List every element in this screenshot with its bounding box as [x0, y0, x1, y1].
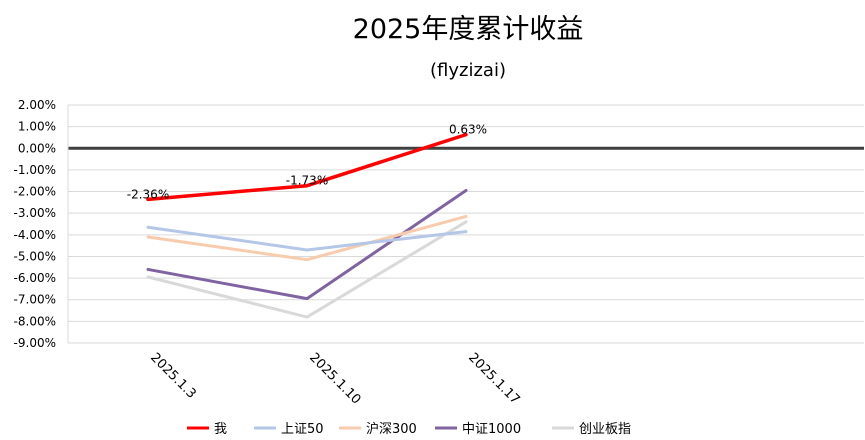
- y-tick-label: -6.00%: [14, 271, 56, 285]
- legend-label-0: 我: [214, 422, 227, 437]
- chart-title: 2025年度累计收益: [353, 14, 584, 45]
- y-tick-label: -2.00%: [14, 185, 56, 199]
- x-axis-ticks: 2025.1.3 2025.1.10 2025.1.17: [147, 350, 522, 407]
- x-tick-label: 2025.1.10: [306, 350, 363, 407]
- data-label: 0.63%: [449, 123, 487, 137]
- y-axis-ticks: 2.00% 1.00% 0.00% -1.00% -2.00% -3.00% -4.00% -…: [14, 98, 56, 350]
- legend-label-3: 中证1000: [462, 422, 521, 437]
- y-tick-label: -7.00%: [14, 293, 56, 307]
- data-label: -1.73%: [286, 174, 328, 188]
- legend: 我 上证50 沪深300 中证1000 创业板指: [187, 421, 631, 437]
- x-tick-label: 2025.1.17: [465, 350, 522, 407]
- series-line-3: [146, 188, 468, 301]
- y-tick-label: 2.00%: [18, 98, 56, 112]
- data-labels: -2.36% -1.73% 0.63%: [127, 123, 487, 202]
- series-lines: [146, 132, 468, 319]
- legend-label-1: 上证50: [281, 422, 324, 437]
- y-tick-label: -9.00%: [14, 336, 56, 350]
- series-line-1: [146, 225, 468, 252]
- legend-label-4: 创业板指: [579, 422, 631, 437]
- data-label: -2.36%: [127, 187, 169, 201]
- x-tick-label: 2025.1.3: [147, 350, 199, 402]
- series-line-0: [146, 132, 468, 202]
- y-tick-label: 1.00%: [18, 120, 56, 134]
- y-tick-label: -1.00%: [14, 163, 56, 177]
- chart-subtitle: (flyzizai): [430, 60, 506, 81]
- y-tick-label: 0.00%: [18, 141, 56, 155]
- y-tick-label: -5.00%: [14, 249, 56, 263]
- y-tick-label: -8.00%: [14, 314, 56, 328]
- y-tick-label: -4.00%: [14, 228, 56, 242]
- series-line-4: [146, 220, 468, 319]
- grid: [67, 104, 864, 344]
- legend-label-2: 沪深300: [366, 421, 417, 437]
- series-line-2: [146, 214, 468, 262]
- y-tick-label: -3.00%: [14, 206, 56, 220]
